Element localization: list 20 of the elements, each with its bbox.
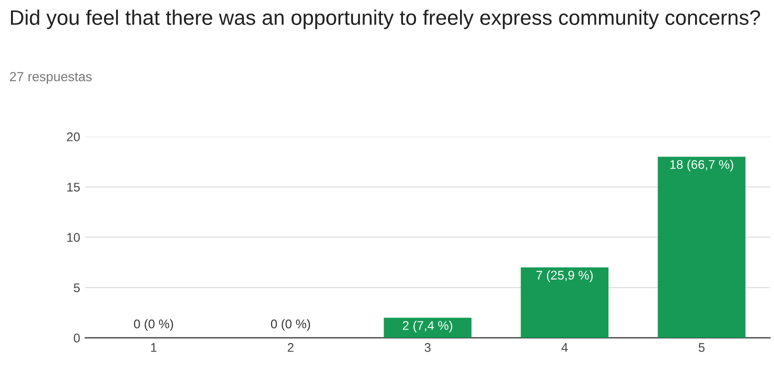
data-label: 18 (66,7 %) [670,160,734,172]
y-tick-label: 20 [67,132,80,142]
chart-subtitle: 27 respuestas [10,72,92,84]
data-label: 0 (0 %) [134,319,174,331]
y-tick-label: 5 [74,283,80,292]
bar [384,318,472,338]
x-tick-label: 1 [151,343,157,352]
y-tick-label: 15 [67,182,80,192]
data-label: 7 (25,9 %) [536,270,593,282]
data-label: 2 (7,4 %) [402,320,452,332]
x-tick-label: 5 [698,343,705,352]
x-tick-label: 2 [288,343,294,352]
bar [658,156,746,338]
bar [520,267,608,338]
chart-title: Did you feel that there was an opportunity to freely express community concerns? [10,10,760,30]
y-tick-label: 0 [74,334,80,343]
x-tick-label: 3 [424,343,431,352]
data-label: 0 (0 %) [270,319,310,331]
x-tick-label: 4 [561,343,568,352]
y-tick-label: 10 [67,233,80,242]
